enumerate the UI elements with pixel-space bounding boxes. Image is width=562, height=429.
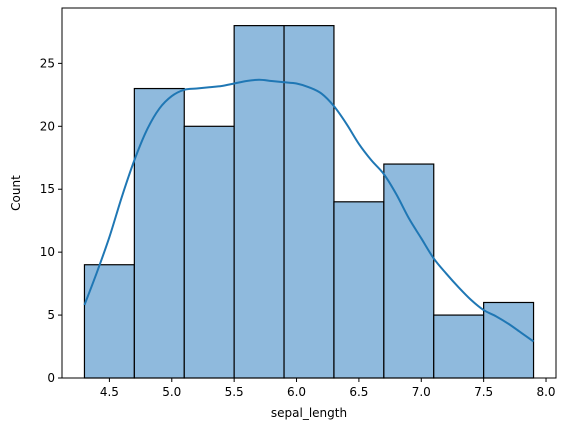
histogram-bar	[83, 264, 135, 379]
histogram-bar	[283, 25, 335, 379]
axes-frame	[61, 7, 557, 379]
kde-curve	[83, 78, 535, 343]
y-tick-label: 10	[40, 245, 55, 259]
x-tick-label: 5.5	[225, 385, 244, 399]
x-axis-ticks: 4.5 5.0 5.5 6.0 6.5 7.0 7.5 8.0	[100, 378, 556, 399]
histogram-bars	[83, 25, 535, 379]
x-tick-label: 5.0	[162, 385, 181, 399]
histogram-bar	[433, 314, 485, 379]
x-tick-label: 6.5	[349, 385, 368, 399]
histogram-bar	[183, 125, 235, 379]
x-tick-label: 8.0	[536, 385, 555, 399]
histogram-bar	[383, 163, 435, 379]
histogram-bar	[233, 25, 285, 379]
x-tick-label: 7.5	[474, 385, 493, 399]
histogram-bar	[133, 87, 185, 379]
y-axis-label: Count	[9, 175, 23, 211]
y-tick-label: 20	[40, 119, 55, 133]
y-tick-label: 15	[40, 182, 55, 196]
y-tick-label: 5	[47, 308, 55, 322]
x-axis-label: sepal_length	[271, 406, 347, 420]
y-axis-ticks: 0 5 10 15 20 25	[40, 56, 62, 385]
x-tick-label: 4.5	[100, 385, 119, 399]
histogram-bar	[333, 201, 385, 379]
y-tick-label: 0	[47, 371, 55, 385]
y-tick-label: 25	[40, 56, 55, 70]
x-tick-label: 7.0	[412, 385, 431, 399]
x-tick-label: 6.0	[287, 385, 306, 399]
